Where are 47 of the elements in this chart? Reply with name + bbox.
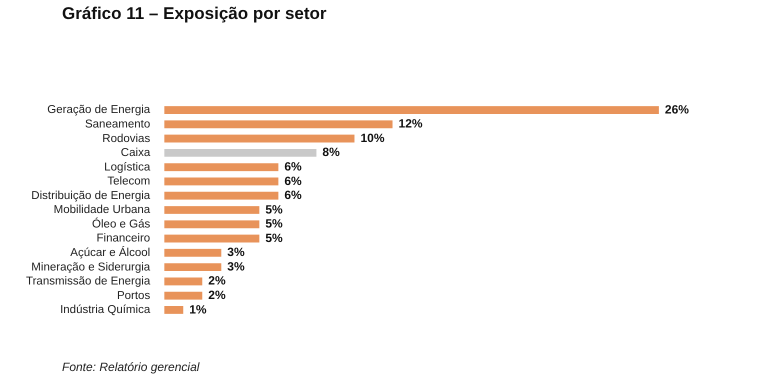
y-tick-label: Transmissão de Energia xyxy=(26,276,151,288)
y-tick-label: Óleo e Gás xyxy=(92,217,150,230)
y-tick-label: Mineração e Siderurgia xyxy=(31,261,151,274)
y-tick-label: Distribuição de Energia xyxy=(31,190,151,202)
bar xyxy=(164,292,202,300)
data-label: 2% xyxy=(208,274,226,288)
data-label: 5% xyxy=(265,216,284,231)
y-tick-label: Saneamento xyxy=(84,118,150,130)
chart-title: Gráfico 11 – Exposição por setor xyxy=(62,4,327,24)
data-label: 1% xyxy=(189,302,207,316)
data-label: 6% xyxy=(284,159,302,174)
y-tick-label: Rodovias xyxy=(102,132,150,145)
data-label: 5% xyxy=(265,202,284,216)
bar xyxy=(164,234,260,242)
data-label: 26% xyxy=(664,102,690,116)
bar xyxy=(164,306,184,314)
data-label: 3% xyxy=(227,245,245,260)
data-label: 6% xyxy=(284,188,302,202)
y-tick-label: Portos xyxy=(116,290,150,302)
y-tick-label: Logística xyxy=(104,161,151,174)
y-tick-label: Caixa xyxy=(120,147,151,160)
y-tick-label: Indústria Química xyxy=(60,304,151,316)
bar xyxy=(164,192,278,200)
data-label: 12% xyxy=(398,116,423,131)
y-tick-label: Açúcar e Álcool xyxy=(70,246,150,260)
y-tick-label: Telecom xyxy=(107,176,150,188)
data-label: 3% xyxy=(227,259,245,274)
bar xyxy=(164,148,316,157)
bar xyxy=(164,248,222,257)
bar xyxy=(164,106,659,114)
y-tick-label: Mobilidade Urbana xyxy=(54,204,151,216)
data-label: 5% xyxy=(265,230,284,245)
bar xyxy=(164,163,278,172)
y-tick-label: Geração de Energia xyxy=(47,104,151,116)
data-label: 6% xyxy=(284,174,302,188)
y-tick-label: Financeiro xyxy=(96,232,150,245)
bar xyxy=(164,178,278,186)
bar xyxy=(164,263,222,272)
bar xyxy=(164,277,202,286)
bar xyxy=(164,220,260,228)
data-label: 8% xyxy=(322,145,340,160)
source-note: Fonte: Relatório gerencial xyxy=(62,360,200,374)
data-label: 2% xyxy=(208,288,226,302)
bar xyxy=(164,206,260,214)
bar xyxy=(164,134,354,143)
data-label: 10% xyxy=(360,130,385,145)
bar xyxy=(164,120,393,128)
